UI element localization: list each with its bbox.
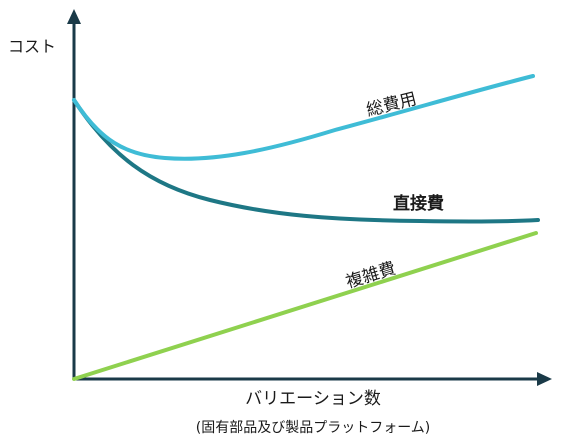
complexity-cost-label: 複雑費 <box>344 259 399 293</box>
direct-cost-curve <box>72 98 540 224</box>
x-axis-sublabel: (固有部品及び製品プラットフォーム) <box>196 420 431 436</box>
complexity-cost-line <box>72 231 538 381</box>
x-axis-label: バリエーション数 <box>245 389 381 409</box>
x-axis-arrowhead <box>537 372 552 386</box>
direct-cost-label: 直接費 <box>393 193 444 214</box>
y-axis-arrowhead <box>67 9 81 24</box>
total-cost-curve <box>72 74 535 161</box>
y-axis-label: コスト <box>8 37 56 56</box>
